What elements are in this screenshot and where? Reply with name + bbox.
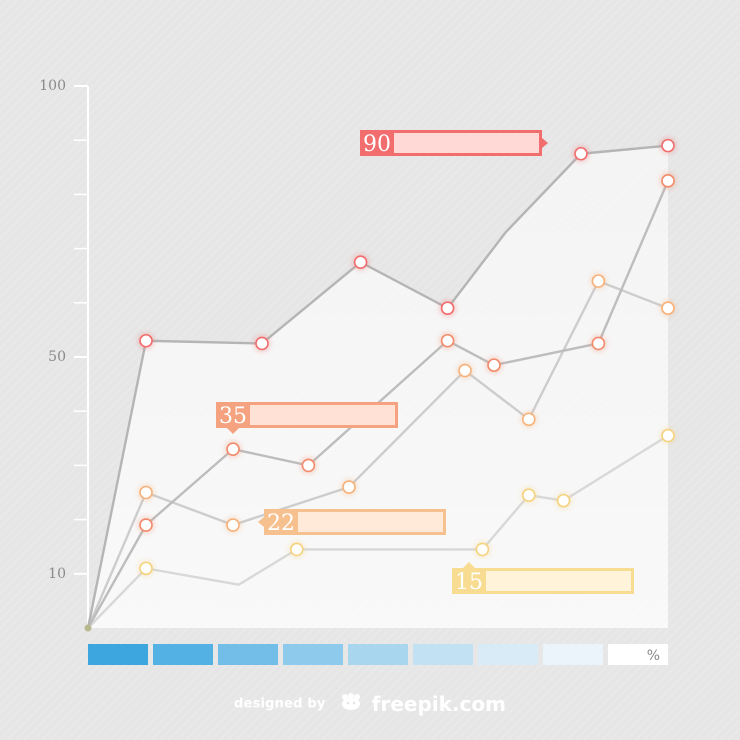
series-3-point xyxy=(139,485,153,500)
credit-line: designed by freepik.com xyxy=(0,692,740,716)
y-tick-label: 100 xyxy=(39,78,66,94)
series-1-point xyxy=(661,138,675,153)
plot-area xyxy=(88,145,668,628)
series-4-point xyxy=(139,561,153,576)
callout-pointer xyxy=(227,428,239,434)
freepik-logo-icon xyxy=(339,693,363,715)
color-scale-legend: % xyxy=(88,644,668,665)
series-3-point xyxy=(521,412,536,427)
callout-value: 35 xyxy=(219,404,247,429)
series-3-point xyxy=(661,301,675,316)
callout-90: 90 xyxy=(360,130,548,157)
legend-swatch-9 xyxy=(608,644,668,665)
callout-35: 35 xyxy=(216,402,398,434)
callout-pointer xyxy=(258,517,264,527)
callout-value: 15 xyxy=(455,570,483,595)
series-1-point xyxy=(440,301,455,316)
value-callouts: 90 35 22 15 xyxy=(216,130,634,595)
legend-swatch-8 xyxy=(543,644,603,665)
series-4-point xyxy=(661,428,675,443)
y-tick-label: 10 xyxy=(48,566,66,582)
callout-inner xyxy=(250,405,395,425)
series-line-1 xyxy=(86,144,669,629)
series-3-point xyxy=(591,274,606,288)
series-4-point xyxy=(521,488,536,503)
callout-inner xyxy=(486,571,631,591)
callout-pointer xyxy=(542,138,548,148)
series-2-point xyxy=(591,336,606,351)
legend-percent-label: % xyxy=(647,648,660,664)
legend-swatch-2 xyxy=(153,644,213,665)
series-2-point xyxy=(440,333,455,348)
series-4-point xyxy=(289,542,304,557)
series-3-point xyxy=(226,518,240,532)
series-4-point xyxy=(556,493,571,508)
callout-value: 90 xyxy=(363,132,391,157)
series-1-point xyxy=(574,146,588,161)
series-2-point xyxy=(301,458,316,473)
series-2-point xyxy=(139,518,153,532)
y-axis: 100 50 10 xyxy=(39,78,89,628)
callout-15: 15 xyxy=(452,562,634,595)
series-1-point xyxy=(255,336,269,351)
credit-brand: freepik.com xyxy=(371,692,506,716)
origin-point xyxy=(84,624,92,632)
callout-inner xyxy=(298,512,443,532)
series-1-point xyxy=(353,255,368,269)
y-tick-label: 50 xyxy=(48,349,66,365)
series-2-point xyxy=(226,442,240,456)
credit-prefix: designed by xyxy=(234,696,326,712)
legend-swatch-7 xyxy=(478,644,538,665)
series-3-point xyxy=(342,480,356,494)
callout-inner xyxy=(394,133,539,153)
legend-swatch-3 xyxy=(218,644,278,665)
plot-area-fill xyxy=(88,145,668,628)
series-4-point xyxy=(475,542,490,557)
series-1-point xyxy=(139,333,153,348)
series-markers xyxy=(84,136,677,632)
legend-swatch-6 xyxy=(413,644,473,665)
legend-swatch-4 xyxy=(283,644,343,665)
legend-swatch-1 xyxy=(88,644,148,665)
series-2-point xyxy=(487,358,501,372)
legend-swatch-5 xyxy=(348,644,408,665)
callout-22: 22 xyxy=(258,509,446,536)
series-3-point xyxy=(458,363,472,378)
series-line-3 xyxy=(86,279,669,629)
callout-value: 22 xyxy=(267,511,295,536)
callout-pointer xyxy=(463,562,475,568)
series-2-point xyxy=(661,174,675,188)
